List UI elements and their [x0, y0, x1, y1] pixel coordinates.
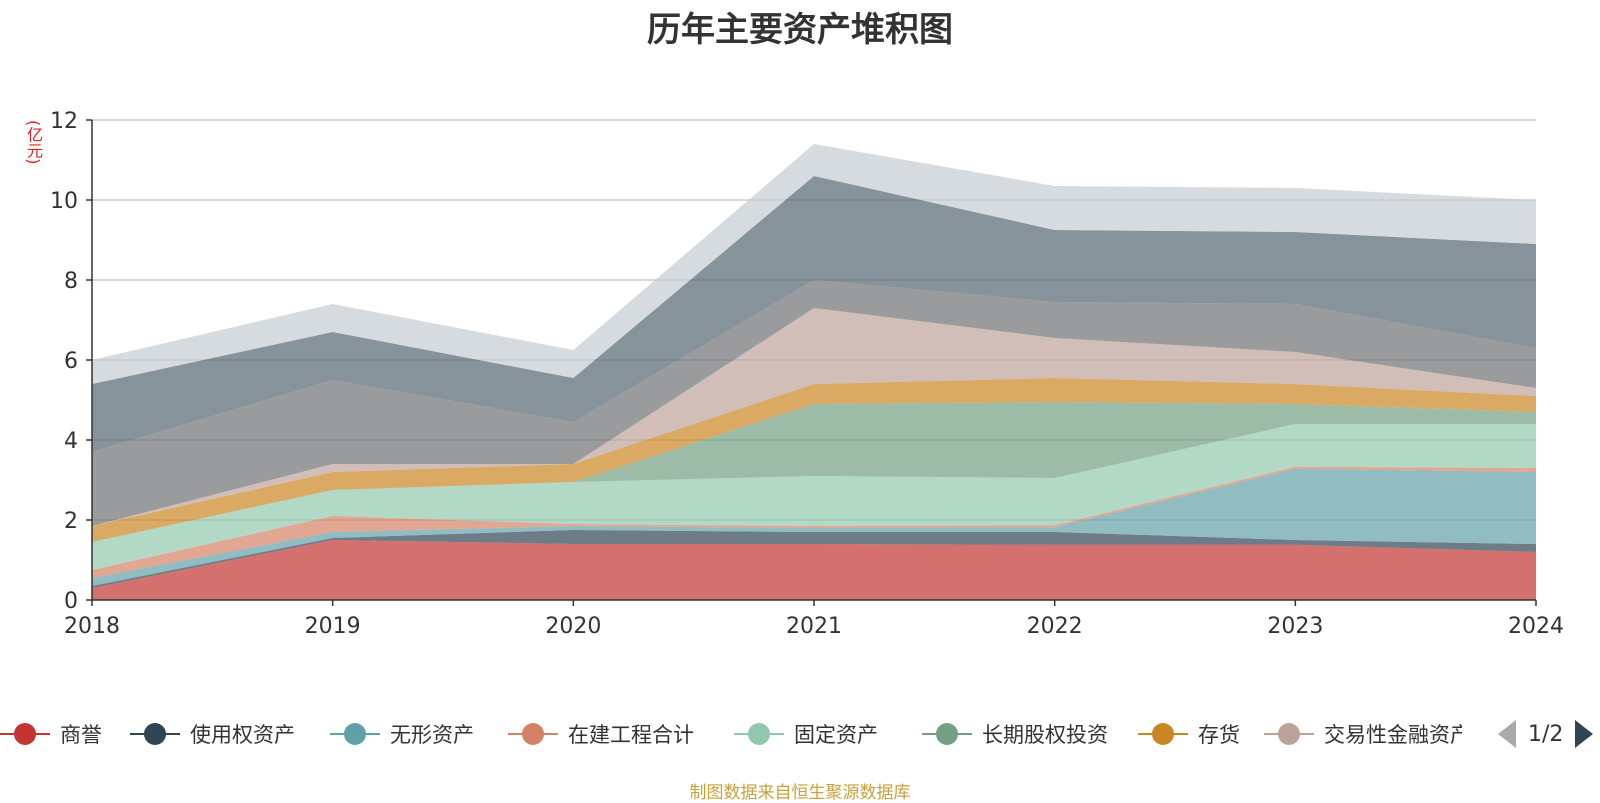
legend-label: 长期股权投资 — [982, 723, 1108, 747]
area-series — [92, 468, 1536, 586]
y-tick-label: 12 — [50, 109, 78, 134]
legend-item[interactable]: 长期股权投资 — [922, 716, 1108, 752]
legend-label: 交易性金融资产 — [1324, 723, 1462, 747]
x-tick-label: 2020 — [545, 614, 601, 639]
legend-next-icon[interactable] — [1575, 720, 1594, 748]
y-tick-label: 8 — [64, 269, 78, 294]
legend-marker-icon — [734, 716, 784, 752]
legend-pager: 1/2 — [1498, 718, 1594, 750]
y-tick-label: 0 — [64, 589, 78, 614]
area-series — [92, 176, 1536, 452]
legend-label: 商誉 — [60, 723, 102, 747]
legend: 商誉 使用权资产 无形资产 在建工程合计 固定资产 长期股权投资 存货 交易性金融资产 — [0, 716, 1600, 752]
legend-marker-icon — [130, 716, 180, 752]
x-tick-label: 2022 — [1027, 614, 1083, 639]
legend-marker-icon — [1264, 716, 1314, 752]
area-series — [92, 530, 1536, 588]
legend-item[interactable]: 固定资产 — [734, 716, 878, 752]
area-series — [92, 378, 1536, 542]
legend-item[interactable]: 无形资产 — [330, 716, 474, 752]
area-series — [92, 144, 1536, 384]
x-tick-label: 2021 — [786, 614, 842, 639]
legend-label: 存货 — [1198, 723, 1240, 747]
legend-marker-icon — [1138, 716, 1188, 752]
legend-item[interactable]: 使用权资产 — [130, 716, 295, 752]
data-source-note: 制图数据来自恒生聚源数据库 — [689, 783, 911, 803]
legend-label: 无形资产 — [390, 723, 474, 747]
y-tick-label: 2 — [64, 509, 78, 534]
legend-item[interactable]: 交易性金融资产 — [1264, 716, 1462, 752]
chart-title: 历年主要资产堆积图 — [647, 10, 953, 50]
legend-label: 固定资产 — [794, 723, 878, 747]
y-tick-label: 6 — [64, 349, 78, 374]
y-axis-unit: (亿元) — [24, 120, 43, 165]
legend-label: 使用权资产 — [190, 723, 295, 747]
area-series — [92, 308, 1536, 526]
legend-label: 在建工程合计 — [568, 723, 694, 747]
legend-marker-icon — [508, 716, 558, 752]
y-tick-label: 4 — [64, 429, 78, 454]
legend-page-indicator: 1/2 — [1528, 721, 1564, 747]
x-tick-label: 2024 — [1508, 614, 1564, 639]
x-tick-label: 2018 — [64, 614, 120, 639]
area-series — [92, 540, 1536, 600]
y-tick-label: 10 — [50, 189, 78, 214]
area-series — [92, 402, 1536, 542]
area-series — [92, 280, 1536, 526]
legend-marker-icon — [330, 716, 380, 752]
legend-marker-icon — [0, 716, 50, 752]
legend-item[interactable]: 存货 — [1138, 716, 1240, 752]
x-tick-label: 2023 — [1267, 614, 1323, 639]
legend-marker-icon — [922, 716, 972, 752]
legend-item[interactable]: 在建工程合计 — [508, 716, 694, 752]
area-series — [92, 424, 1536, 570]
legend-item[interactable]: 商誉 — [0, 716, 102, 752]
x-tick-label: 2019 — [305, 614, 361, 639]
legend-prev-icon[interactable] — [1498, 720, 1516, 748]
area-series — [92, 466, 1536, 578]
stacked-area-chart: 0 2 4 6 8 10 12 2018 2019 2020 2021 2022 2023 2024 — [50, 109, 1564, 639]
